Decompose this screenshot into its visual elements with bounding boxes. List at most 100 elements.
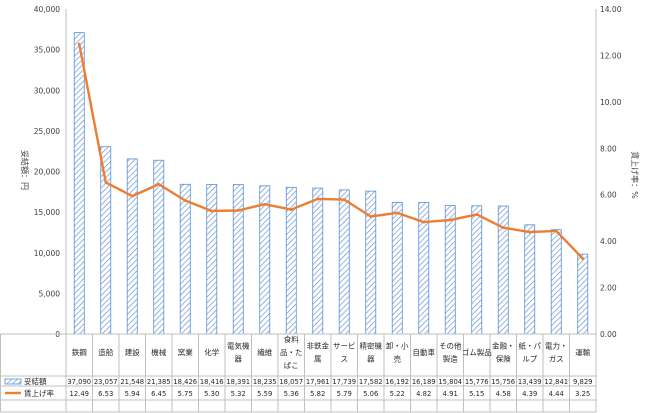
category-label: 窯業 xyxy=(178,347,193,357)
bar-value-label: 17,582 xyxy=(359,378,383,386)
line-point xyxy=(289,208,293,211)
line-point xyxy=(501,226,505,230)
bar-value-label: 21,548 xyxy=(120,378,144,386)
bar-value-label: 21,385 xyxy=(147,378,171,386)
line-point xyxy=(581,257,585,260)
bar xyxy=(338,189,350,335)
bar xyxy=(550,229,562,335)
bar-value-label: 18,057 xyxy=(279,378,303,386)
category-label: 化学 xyxy=(204,347,219,357)
bar xyxy=(577,253,589,335)
category-label: サービ xyxy=(333,342,356,351)
line-point xyxy=(448,218,452,222)
category-label: 造船 xyxy=(98,347,113,357)
axes-layer: 05,00010,00015,00020,00025,00030,00035,0… xyxy=(20,5,640,339)
category-label: 器 xyxy=(235,355,243,364)
bar xyxy=(259,185,271,335)
category-label: ス xyxy=(341,355,349,364)
line-point xyxy=(316,197,320,201)
bar-value-label: 9,829 xyxy=(573,378,592,386)
category-label: ガス xyxy=(549,354,564,364)
line-point xyxy=(395,211,399,215)
category-label: 金融・ xyxy=(492,341,515,351)
line-point xyxy=(528,230,532,234)
bar-value-label: 12,841 xyxy=(544,378,568,386)
bar-value-label: 16,189 xyxy=(412,378,436,386)
line-value-label: 5.75 xyxy=(178,390,193,398)
category-label: 建設 xyxy=(125,347,140,357)
line-point xyxy=(210,209,214,213)
y-right-tick-label: 0.00 xyxy=(600,330,617,339)
line-point xyxy=(342,198,346,201)
line-point xyxy=(263,202,267,206)
y-right-tick-label: 2.00 xyxy=(600,284,617,293)
category-label: ゴム製品 xyxy=(462,347,492,357)
bar-value-label: 18,235 xyxy=(253,378,277,386)
line-value-label: 3.25 xyxy=(575,390,590,398)
y-right-tick-label: 10.00 xyxy=(600,98,622,107)
category-label: その他 xyxy=(439,341,462,351)
legend-bar-label: 妥結額 xyxy=(24,376,47,386)
bar xyxy=(524,224,536,335)
line-value-label: 4.39 xyxy=(522,390,537,398)
bar xyxy=(391,202,403,335)
line-value-label: 4.82 xyxy=(416,390,431,398)
bar-value-label: 18,391 xyxy=(226,378,250,386)
category-label: 保険 xyxy=(496,355,511,364)
category-label: 精密機 xyxy=(360,341,383,351)
y-left-tick-label: 10,000 xyxy=(34,249,60,258)
bar-value-label: 17,739 xyxy=(332,378,356,386)
category-label: 属 xyxy=(314,355,322,364)
bar xyxy=(232,184,244,335)
category-label: ばこ xyxy=(284,361,299,370)
bar-value-label: 18,416 xyxy=(200,378,224,386)
line-point xyxy=(104,181,108,184)
line-value-label: 6.45 xyxy=(151,390,166,398)
category-label: 器 xyxy=(367,355,375,364)
y-right-tick-label: 14.00 xyxy=(600,5,622,14)
category-label: 自動車 xyxy=(413,347,436,357)
bars-layer xyxy=(73,32,589,335)
category-label: 運輸 xyxy=(575,347,590,357)
line-value-label: 5.32 xyxy=(231,390,246,398)
line-point xyxy=(554,229,558,233)
line-point xyxy=(369,215,373,218)
line-value-label: 5.22 xyxy=(390,390,405,398)
bar xyxy=(312,187,324,335)
category-label: 製造 xyxy=(443,354,458,364)
line-point xyxy=(236,209,240,212)
category-label: 鉄鋼 xyxy=(72,347,87,357)
line-value-label: 5.79 xyxy=(337,390,352,398)
category-label: ルプ xyxy=(522,355,537,364)
line-point xyxy=(157,182,161,186)
line-value-label: 5.59 xyxy=(257,390,272,398)
bar-value-label: 15,804 xyxy=(438,378,462,386)
line-value-label: 4.44 xyxy=(549,390,564,398)
bar xyxy=(471,205,483,335)
bar xyxy=(100,146,112,335)
bar-value-label: 37,090 xyxy=(67,378,91,386)
line-value-label: 6.53 xyxy=(98,390,113,398)
bar xyxy=(179,183,191,335)
bar-value-label: 17,961 xyxy=(306,378,330,386)
y-left-tick-label: 30,000 xyxy=(34,86,60,95)
category-label: 卸・小 xyxy=(386,341,409,351)
y-left-tick-label: 5,000 xyxy=(39,289,61,298)
y-left-axis-title: 妥結額：円 xyxy=(20,150,30,190)
y-left-tick-label: 40,000 xyxy=(34,5,60,14)
y-right-axis-title: 賃上げ率：% xyxy=(630,151,640,199)
line-value-label: 5.15 xyxy=(469,390,484,398)
category-label: 機械 xyxy=(151,347,166,357)
bar xyxy=(444,205,456,335)
line-value-label: 4.91 xyxy=(443,390,458,398)
bar-value-label: 23,057 xyxy=(94,378,118,386)
category-label: 品・た xyxy=(280,348,303,357)
line-point xyxy=(77,42,81,46)
bar-value-label: 15,776 xyxy=(465,378,489,386)
y-right-tick-label: 6.00 xyxy=(600,191,617,200)
bar-value-label: 15,756 xyxy=(491,378,515,386)
bar xyxy=(365,190,377,335)
line-point xyxy=(422,220,426,224)
